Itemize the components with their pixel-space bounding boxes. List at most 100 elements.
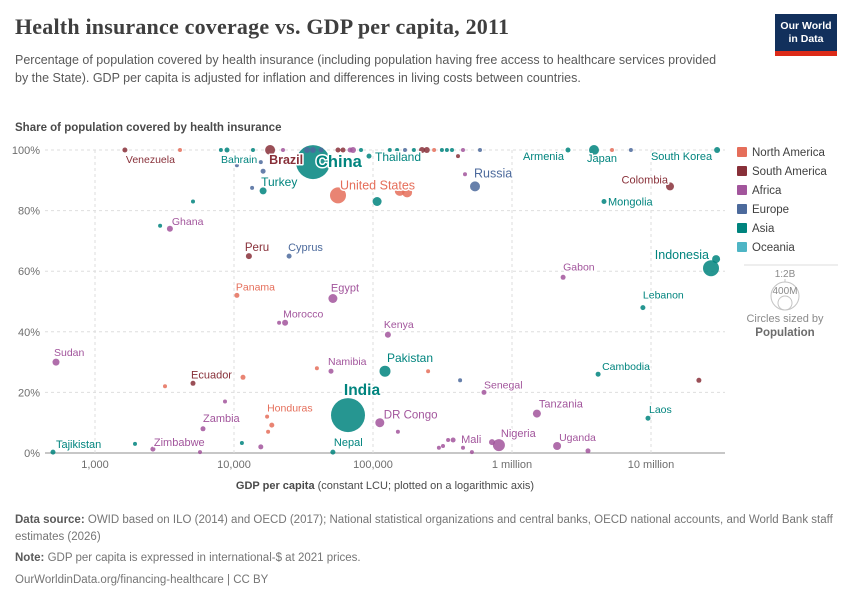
data-point[interactable] xyxy=(239,441,244,445)
data-point[interactable] xyxy=(277,320,282,325)
data-point[interactable] xyxy=(158,223,163,228)
legend-label-oceania[interactable]: Oceania xyxy=(752,242,795,254)
data-point[interactable] xyxy=(585,448,591,454)
data-point[interactable] xyxy=(446,438,451,442)
data-point[interactable] xyxy=(461,148,465,152)
data-point[interactable] xyxy=(310,147,316,153)
legend-label-north-america[interactable]: North America xyxy=(752,147,825,159)
point-venezuela[interactable] xyxy=(122,147,128,153)
point-colombia[interactable] xyxy=(666,182,674,191)
point-ghana[interactable] xyxy=(166,225,173,232)
point-dr-congo[interactable] xyxy=(375,418,385,428)
data-point[interactable] xyxy=(260,168,266,174)
data-point[interactable] xyxy=(411,148,416,152)
data-point[interactable] xyxy=(628,148,633,152)
data-point[interactable] xyxy=(712,255,721,264)
data-point[interactable] xyxy=(436,445,441,450)
legend-swatch-europe[interactable] xyxy=(737,204,747,214)
point-japan[interactable] xyxy=(589,145,599,155)
data-point[interactable] xyxy=(133,441,137,446)
data-point[interactable] xyxy=(178,148,182,152)
data-point[interactable] xyxy=(610,148,614,152)
data-point[interactable] xyxy=(426,369,431,374)
data-point[interactable] xyxy=(347,147,353,153)
legend-label-asia[interactable]: Asia xyxy=(752,223,775,235)
data-point[interactable] xyxy=(419,147,425,153)
legend-swatch-north-america[interactable] xyxy=(737,147,747,157)
data-point[interactable] xyxy=(359,148,363,152)
legend-swatch-africa[interactable] xyxy=(737,185,747,195)
data-point[interactable] xyxy=(696,377,702,383)
point-uganda[interactable] xyxy=(553,442,562,450)
data-point[interactable] xyxy=(281,148,285,152)
legend-label-south-america[interactable]: South America xyxy=(752,166,827,178)
data-point[interactable] xyxy=(402,187,413,198)
point-russia[interactable] xyxy=(470,181,480,192)
data-point[interactable] xyxy=(444,148,449,152)
point-panama[interactable] xyxy=(234,292,240,298)
point-tajikistan[interactable] xyxy=(50,449,56,455)
data-point[interactable] xyxy=(191,199,195,204)
data-point[interactable] xyxy=(258,160,263,165)
point-morocco[interactable] xyxy=(282,319,289,326)
point-nepal[interactable] xyxy=(330,449,336,455)
point-peru[interactable] xyxy=(245,253,252,260)
data-point[interactable] xyxy=(458,378,463,383)
data-point[interactable] xyxy=(489,439,495,446)
data-point[interactable] xyxy=(463,172,467,177)
point-united-states[interactable] xyxy=(330,187,346,204)
data-point[interactable] xyxy=(423,147,430,153)
data-point[interactable] xyxy=(387,148,392,152)
data-point[interactable] xyxy=(304,147,310,153)
data-point[interactable] xyxy=(218,148,223,152)
point-thailand[interactable] xyxy=(366,153,372,159)
data-point[interactable] xyxy=(240,374,246,380)
data-point[interactable] xyxy=(340,147,346,153)
data-point[interactable] xyxy=(461,445,465,450)
data-point[interactable] xyxy=(198,450,202,455)
point-kenya[interactable] xyxy=(384,331,391,338)
data-point[interactable] xyxy=(372,197,382,206)
point-cyprus[interactable] xyxy=(286,253,292,259)
data-point[interactable] xyxy=(258,444,264,450)
data-point[interactable] xyxy=(314,366,319,371)
data-point[interactable] xyxy=(469,450,474,455)
point-mali[interactable] xyxy=(450,437,456,443)
point-gabon[interactable] xyxy=(560,274,566,280)
data-point[interactable] xyxy=(223,399,227,404)
point-zambia[interactable] xyxy=(200,426,206,432)
point-brazil[interactable] xyxy=(265,145,276,155)
data-point[interactable] xyxy=(441,444,445,448)
data-point[interactable] xyxy=(335,147,341,153)
point-armenia[interactable] xyxy=(565,147,571,153)
data-point[interactable] xyxy=(234,163,239,168)
data-point[interactable] xyxy=(478,148,482,152)
point-lebanon[interactable] xyxy=(640,305,646,311)
data-point[interactable] xyxy=(439,148,444,152)
data-point[interactable] xyxy=(266,429,271,434)
point-tanzania[interactable] xyxy=(532,409,541,418)
legend-label-europe[interactable]: Europe xyxy=(752,204,789,216)
legend-swatch-asia[interactable] xyxy=(737,223,747,233)
point-china[interactable] xyxy=(296,145,330,180)
point-zimbabwe[interactable] xyxy=(150,446,156,452)
point-turkey[interactable] xyxy=(259,187,267,195)
data-point[interactable] xyxy=(163,384,167,389)
data-point[interactable] xyxy=(318,147,324,153)
point-cambodia[interactable] xyxy=(595,371,601,377)
point-sudan[interactable] xyxy=(52,358,60,366)
data-point[interactable] xyxy=(456,154,460,159)
point-laos[interactable] xyxy=(645,415,651,421)
legend-label-africa[interactable]: Africa xyxy=(752,185,782,197)
data-point[interactable] xyxy=(269,422,275,428)
data-point[interactable] xyxy=(403,148,407,152)
point-nigeria[interactable] xyxy=(492,439,505,452)
citation-link[interactable]: OurWorldinData.org/financing-healthcare … xyxy=(15,574,269,587)
data-point[interactable] xyxy=(250,185,255,190)
point-indonesia[interactable] xyxy=(703,260,719,277)
point-senegal[interactable] xyxy=(481,389,487,395)
legend-swatch-oceania[interactable] xyxy=(737,242,747,252)
legend-swatch-south-america[interactable] xyxy=(737,166,747,176)
point-mongolia[interactable] xyxy=(601,199,607,204)
owid-logo[interactable]: Our World in Data xyxy=(775,14,837,56)
